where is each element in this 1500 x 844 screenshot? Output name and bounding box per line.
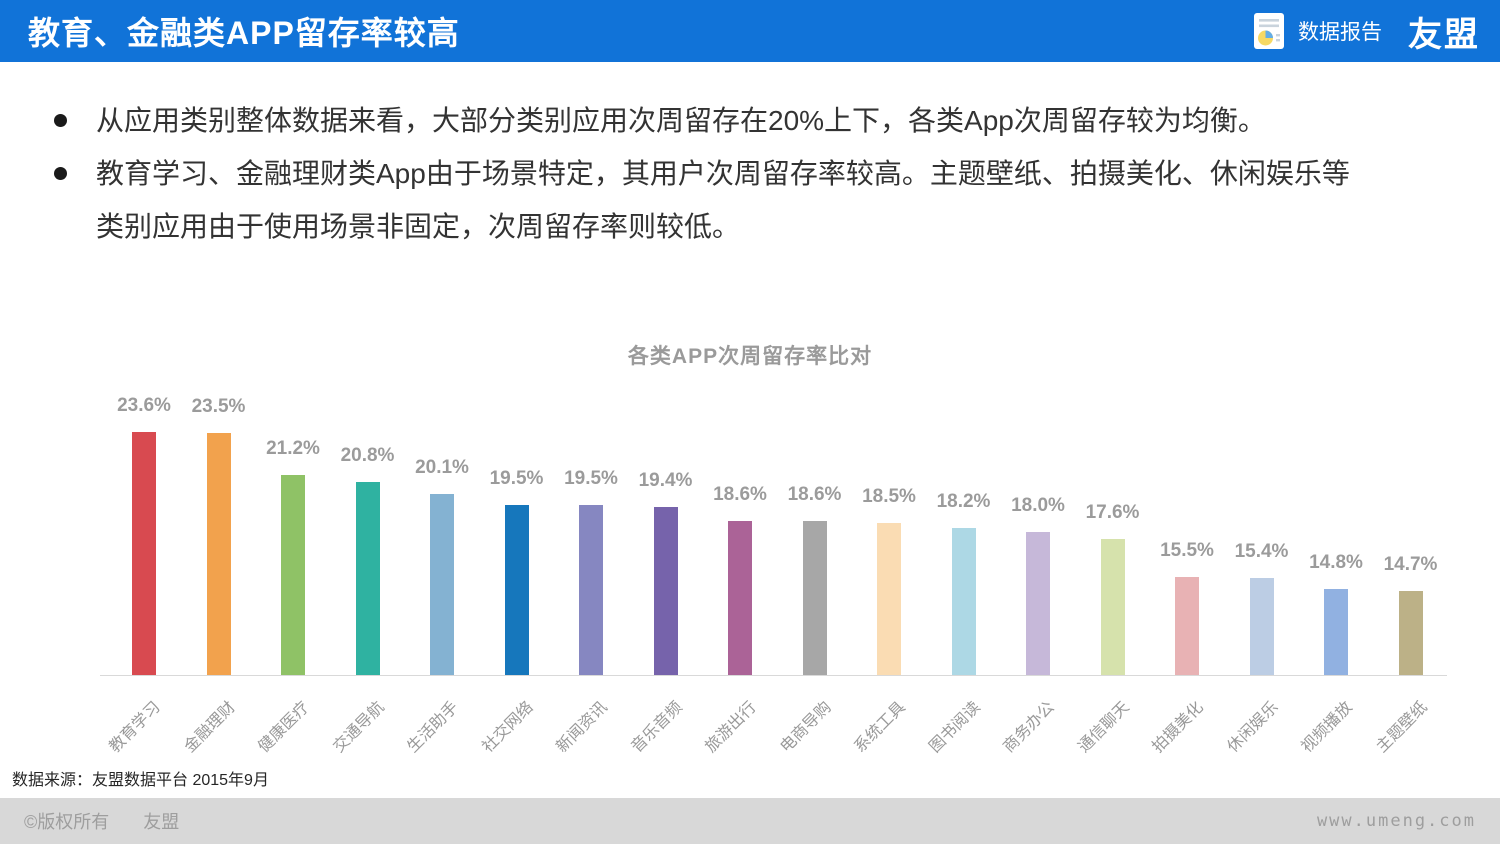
category-label: 通信聊天 [1074, 698, 1133, 757]
category-label: 拍摄美化 [1149, 698, 1207, 757]
bar-value-label: 19.4% [638, 469, 693, 491]
bar-value-label: 18.6% [787, 484, 842, 506]
bar [653, 506, 678, 675]
footer-bar: ©版权所有 友盟 www.umeng.com [0, 798, 1500, 844]
bar-value-label: 18.0% [1011, 494, 1065, 516]
report-label: 数据报告 [1298, 21, 1382, 44]
category-label: 休闲娱乐 [1223, 698, 1282, 757]
header-bar: 教育、金融类APP留存率较高 数据报告 友盟 [0, 0, 1500, 62]
footer-copyright: ©版权所有 友盟 [24, 808, 179, 834]
bullet-dot-icon [54, 114, 67, 127]
bar [1175, 576, 1199, 675]
bullet-list: 从应用类别整体数据来看，大部分类别应用次周留存在20%上下，各类App次周留存较… [52, 94, 1447, 253]
x-axis-line [100, 675, 1447, 676]
category-label: 生活助手 [404, 698, 462, 757]
chart-title: 各类APP次周留存率比对 [627, 345, 873, 368]
bar [355, 481, 380, 675]
bullet-text: 类别应用由于使用场景非固定，次周留存率则较低。 [96, 211, 741, 242]
bar [1026, 531, 1050, 675]
bar-value-label: 20.8% [340, 444, 395, 466]
bar [579, 504, 603, 675]
bar [877, 522, 901, 675]
report-document-icon [1254, 13, 1284, 49]
bar-value-label: 19.5% [489, 467, 544, 489]
source-note: 数据来源：友盟数据平台 2015年9月 [12, 772, 269, 789]
bar-value-label: 20.1% [415, 457, 469, 479]
bullet-dot-icon [54, 167, 67, 180]
bullet-text: 从应用类别整体数据来看，大部分类别应用次周留存在20%上下，各类App次周留存较… [96, 105, 1266, 136]
umeng-logo: 友盟 [1408, 15, 1480, 54]
bar-value-label: 21.2% [266, 437, 320, 459]
bar-value-label: 18.2% [936, 491, 991, 513]
category-label: 图书阅读 [925, 698, 984, 757]
bar-value-label: 19.5% [564, 467, 618, 489]
footer-brand: 友盟 [143, 812, 180, 832]
bullet-item: 教育学习、金融理财类App由于场景特定，其用户次周留存率较高。主题壁纸、拍摄美化… [52, 147, 1447, 253]
bar-value-label: 14.8% [1309, 552, 1363, 574]
category-label: 系统工具 [851, 698, 909, 757]
bar [430, 494, 454, 675]
category-label: 视频播放 [1298, 698, 1356, 757]
bar-value-label: 14.7% [1383, 553, 1438, 575]
bar-value-label: 15.5% [1160, 539, 1214, 561]
category-label: 旅游出行 [702, 698, 760, 757]
bar [728, 521, 752, 675]
category-label: 电商导购 [776, 698, 835, 757]
bar-value-label: 18.6% [713, 484, 767, 506]
bullet-item: 从应用类别整体数据来看，大部分类别应用次周留存在20%上下，各类App次周留存较… [52, 94, 1447, 147]
bar [206, 433, 231, 675]
bar-value-label: 18.5% [862, 485, 916, 507]
bar [1100, 538, 1125, 675]
footer-website: www.umeng.com [1316, 811, 1476, 831]
category-label: 社交网络 [478, 698, 537, 757]
category-label: 音乐音频 [627, 698, 686, 757]
bar [951, 528, 976, 675]
bar-value-label: 15.4% [1234, 541, 1289, 563]
bar [1249, 578, 1274, 675]
bar [1324, 589, 1348, 675]
copyright-text: ©版权所有 [24, 812, 110, 832]
bar [802, 521, 827, 675]
category-label: 交通导航 [329, 698, 388, 757]
bar [504, 504, 529, 675]
bar [281, 474, 305, 675]
page-title: 教育、金融类APP留存率较高 [28, 15, 460, 51]
bullet-text: 教育学习、金融理财类App由于场景特定，其用户次周留存率较高。主题壁纸、拍摄美化… [96, 158, 1350, 189]
category-label: 主题壁纸 [1372, 698, 1431, 757]
header-right: 数据报告 友盟 [1253, 0, 1480, 62]
category-label: 商务办公 [1000, 698, 1058, 757]
bar [132, 431, 156, 675]
bar-value-label: 23.5% [191, 396, 246, 418]
bar-value-label: 23.6% [117, 394, 171, 416]
bar-value-label: 17.6% [1085, 501, 1140, 523]
category-label: 新闻资讯 [553, 698, 611, 757]
bar [1398, 590, 1423, 675]
